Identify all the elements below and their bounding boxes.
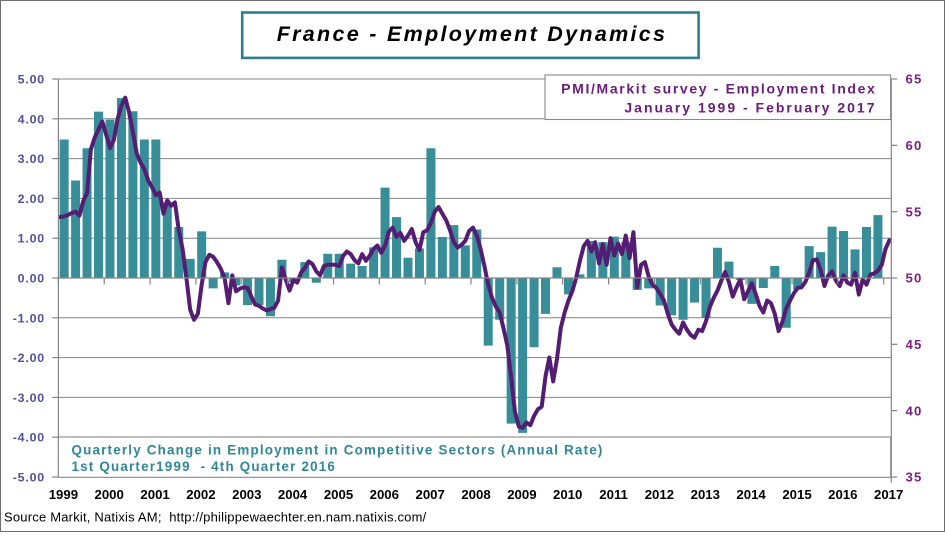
svg-text:4.00: 4.00 — [18, 112, 45, 126]
svg-text:5.00: 5.00 — [18, 73, 45, 87]
svg-text:55: 55 — [906, 204, 923, 219]
svg-text:2012: 2012 — [645, 487, 674, 502]
svg-text:-1.00: -1.00 — [13, 311, 45, 325]
svg-text:Source Markit, Natixis AM; ht: Source Markit, Natixis AM; http://philip… — [4, 510, 427, 525]
svg-text:2001: 2001 — [140, 487, 169, 502]
svg-text:2015: 2015 — [782, 487, 811, 502]
svg-text:-3.00: -3.00 — [13, 391, 45, 405]
svg-text:-5.00: -5.00 — [13, 471, 45, 485]
svg-text:2.00: 2.00 — [18, 192, 45, 206]
svg-text:2011: 2011 — [599, 487, 628, 502]
svg-text:PMI/Markit survey - Employment: PMI/Markit survey - Employment Index — [561, 81, 876, 97]
svg-text:1999: 1999 — [49, 487, 78, 502]
svg-text:-2.00: -2.00 — [13, 351, 45, 365]
svg-text:-4.00: -4.00 — [13, 431, 45, 445]
svg-text:1st Quarter1999 - 4th Quarter: 1st Quarter1999 - 4th Quarter 2016 — [72, 459, 337, 474]
svg-text:2014: 2014 — [736, 487, 766, 502]
svg-text:2000: 2000 — [95, 487, 124, 502]
svg-text:2004: 2004 — [278, 487, 308, 502]
svg-text:2016: 2016 — [828, 487, 857, 502]
svg-text:2013: 2013 — [691, 487, 720, 502]
svg-text:2008: 2008 — [461, 487, 490, 502]
svg-text:40: 40 — [906, 403, 923, 418]
svg-text:Quarterly Change in Employment: Quarterly Change in Employment in Compet… — [72, 443, 604, 458]
svg-text:60: 60 — [906, 138, 923, 153]
svg-text:35: 35 — [906, 470, 923, 485]
svg-text:45: 45 — [906, 337, 923, 352]
svg-text:2007: 2007 — [416, 487, 445, 502]
svg-text:2003: 2003 — [232, 487, 261, 502]
svg-text:2005: 2005 — [324, 487, 353, 502]
svg-text:0.00: 0.00 — [18, 272, 45, 286]
svg-text:2017: 2017 — [874, 487, 903, 502]
svg-text:January 1999 - February 2017: January 1999 - February 2017 — [624, 100, 876, 116]
svg-text:1.00: 1.00 — [18, 232, 45, 246]
svg-text:65: 65 — [906, 72, 923, 87]
svg-text:2006: 2006 — [370, 487, 399, 502]
svg-text:50: 50 — [906, 271, 923, 286]
svg-text:2002: 2002 — [186, 487, 215, 502]
svg-text:France - Employment Dynamics: France - Employment Dynamics — [277, 22, 668, 46]
svg-text:3.00: 3.00 — [18, 152, 45, 166]
svg-text:2009: 2009 — [507, 487, 536, 502]
svg-text:2010: 2010 — [553, 487, 582, 502]
